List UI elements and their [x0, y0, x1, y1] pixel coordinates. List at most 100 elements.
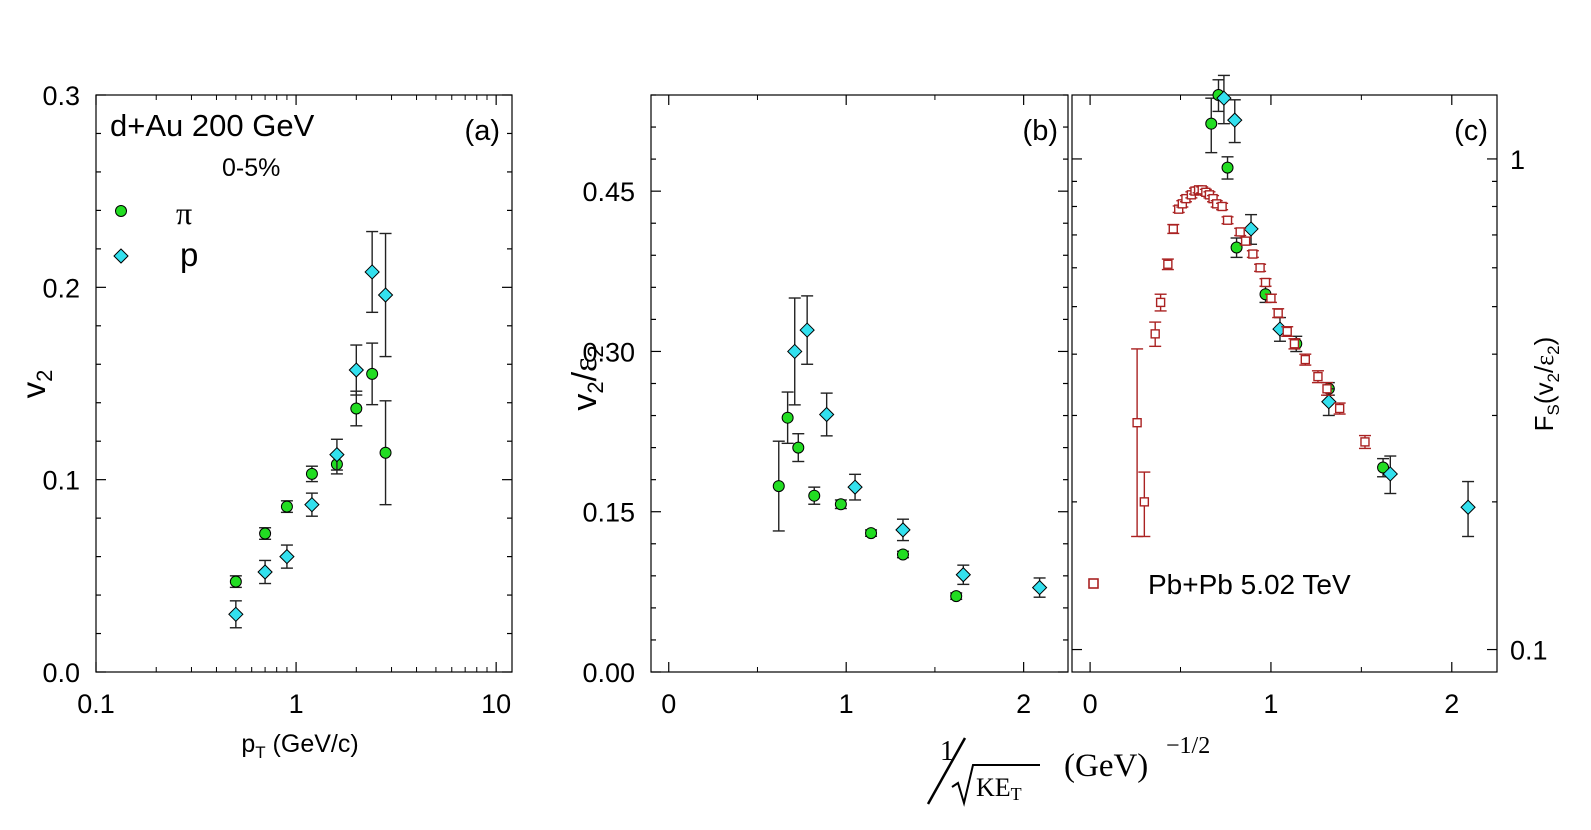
panel-a-xtick-label: 10: [481, 689, 511, 719]
shared-xlabel-radicand: KET: [976, 773, 1022, 804]
panel-b-ytick-label: 0.15: [582, 498, 635, 528]
panel-b-pion-point: [950, 590, 963, 603]
panel-a-pion-point: [350, 402, 363, 415]
legend-pbpb-label: Pb+Pb 5.02 TeV: [1148, 569, 1351, 600]
panel-b-proton-point: [787, 343, 803, 360]
panel-c-pion-point: [1221, 161, 1234, 174]
panel-c-pbpb-point: [1222, 215, 1233, 225]
panel-c-pbpb-point: [1289, 339, 1300, 349]
legend-pbpb-marker: [1088, 578, 1099, 589]
panel-b-proton-point: [895, 522, 911, 538]
panel-b-pion-point: [772, 480, 785, 493]
panel-b-xtick-label: 1: [839, 689, 854, 719]
panel-c-pbpb-point: [1163, 259, 1173, 269]
panel-a-proton-point: [279, 548, 295, 565]
panel-b-proton-point: [818, 406, 835, 423]
panel-c-xtick-label: 0: [1083, 689, 1098, 719]
panel-b-pion-point: [808, 489, 821, 502]
panel-b-xtick-label: 2: [1016, 689, 1031, 719]
panel-a-ylabel: v2: [15, 370, 57, 399]
panel-c-pbpb-point: [1273, 308, 1283, 318]
panel-b-proton-point: [847, 479, 863, 495]
panel-a-ytick-label: 0.2: [42, 273, 80, 303]
panel-c-pbpb-point: [1155, 297, 1166, 308]
panel-b-pion-point: [792, 441, 805, 454]
panel-a-ytick-label: 0.0: [42, 658, 80, 688]
panel-c-proton-point: [1216, 90, 1232, 106]
panel-a-proton-point: [257, 564, 273, 580]
panel-a-proton-point: [348, 362, 365, 378]
panel-c-proton-point: [1460, 499, 1476, 515]
panel-b-pion-point: [896, 548, 909, 561]
panel-a-pion-point: [305, 467, 318, 480]
shared-xlabel-numerator: 1: [940, 736, 954, 767]
panel-a-proton-point: [329, 446, 345, 463]
legend-proton-label: p: [180, 236, 198, 273]
panel-b-ytick-label: 0.45: [582, 177, 635, 207]
panel-b-ytick-label: 0.30: [582, 337, 635, 367]
panel-b-xtick-label: 0: [661, 689, 676, 719]
panel-a-ytick-label: 0.1: [42, 466, 80, 496]
panel-a-system-annotation: d+Au 200 GeV: [110, 108, 315, 143]
panel-b-pion-point: [834, 498, 847, 511]
panel-b-ytick-label: 0.00: [582, 658, 635, 688]
panel-c-proton-point: [1382, 466, 1399, 482]
panel-c-label: (c): [1454, 115, 1488, 147]
panel-b-frame: [650, 94, 1069, 673]
panel-a-pion-point: [229, 575, 242, 588]
panel-a-pion-point: [366, 367, 379, 380]
panel-b-ylabel: v2/ε2: [566, 345, 608, 410]
panel-a-xtick-label: 0.1: [77, 689, 115, 719]
panel-c-pbpb-point: [1360, 437, 1370, 447]
panel-c-pbpb-point: [1150, 329, 1160, 339]
panel-b-label: (b): [1023, 115, 1058, 147]
panel-a-xtick-label: 1: [289, 689, 304, 719]
legend-pion-marker: [115, 205, 127, 217]
panel-c-pbpb-point: [1240, 236, 1251, 246]
panel-c-pion-point: [1205, 117, 1218, 130]
panel-c-pbpb-point: [1248, 249, 1258, 259]
panel-c-pbpb-point: [1313, 371, 1323, 382]
panel-a-proton-point: [228, 606, 244, 623]
panel-c-proton-point: [1321, 394, 1337, 410]
panel-a-proton-point: [304, 496, 320, 513]
panel-b-pion-point: [781, 411, 794, 424]
panel-a-proton-point: [364, 264, 380, 280]
panel-b-proton-point: [799, 322, 815, 338]
panel-c-pbpb-point: [1282, 326, 1292, 337]
legend-proton-marker: [113, 248, 129, 264]
panel-c-pbpb-point: [1266, 293, 1276, 303]
panel-c-pbpb-point: [1132, 417, 1142, 428]
panel-c-pbpb-point: [1168, 224, 1178, 234]
panel-a-ytick-label: 0.3: [42, 81, 80, 111]
panel-c-proton-point: [1243, 221, 1259, 237]
panel-c-pbpb-point: [1322, 384, 1332, 394]
ticks-layer: 0.1 1 100.00.10.20.30 1 20.000.150.300.450 1 2…: [42, 81, 1547, 719]
panel-c-pion-point: [1377, 461, 1390, 474]
panel-c-ytick-label: 1: [1510, 145, 1525, 175]
shared-xlabel: 1 KET (GeV) −1/2: [926, 733, 1210, 807]
panel-c-pbpb-point: [1235, 227, 1245, 237]
panel-c-xtick-label: 2: [1444, 689, 1459, 719]
panel-a-label: (a): [465, 115, 500, 147]
panel-a-pion-point: [280, 500, 293, 513]
panel-c-proton-point: [1227, 112, 1243, 128]
panel-c-pbpb-point: [1260, 277, 1271, 288]
shared-xlabel-exponent: −1/2: [1166, 733, 1210, 759]
panel-a-pion-point: [379, 446, 392, 459]
panel-a-pion-point: [259, 527, 272, 540]
legend-pion-label: π: [176, 195, 192, 231]
panel-a-proton-point: [377, 287, 394, 303]
panel-a-centrality-annotation: 0-5%: [222, 154, 280, 182]
panel-c-pbpb-point: [1300, 354, 1310, 365]
panel-c-pbpb-point: [1139, 497, 1150, 507]
panel-c-ylabel: FS(v2/ε2): [1529, 337, 1563, 432]
panel-c-pbpb-point: [1217, 201, 1227, 212]
panel-c-frame: [1071, 94, 1498, 673]
panel-a-xlabel: pT (GeV/c): [241, 730, 358, 762]
panel-c-xtick-label: 1: [1263, 689, 1278, 719]
shared-xlabel-fraction-slash: [926, 737, 967, 805]
panel-c-pbpb-point: [1334, 403, 1345, 414]
panel-b-proton-point: [955, 567, 972, 583]
